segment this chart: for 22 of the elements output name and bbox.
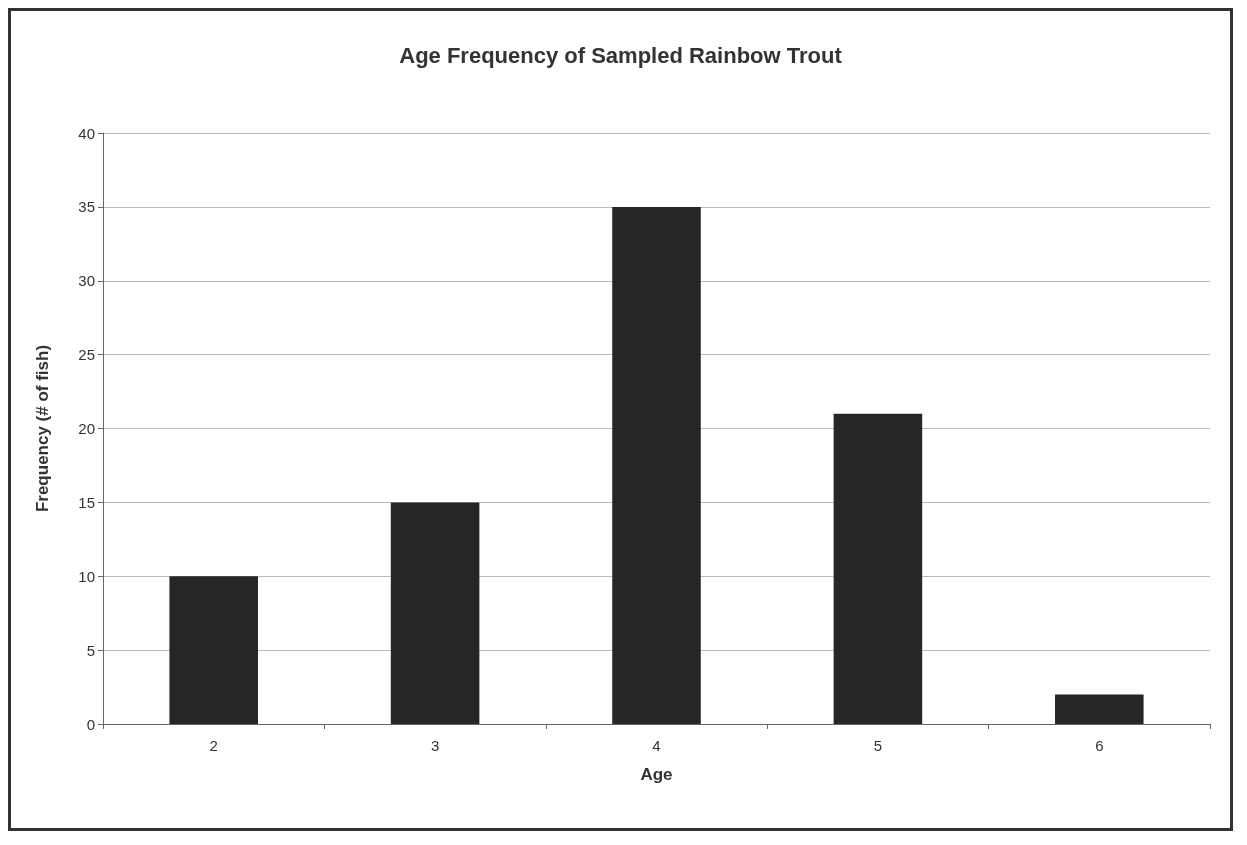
x-tick-label: 6 bbox=[1095, 737, 1104, 754]
bar bbox=[833, 413, 923, 724]
y-tick-label: 30 bbox=[78, 272, 95, 290]
x-tick-label: 3 bbox=[430, 737, 440, 754]
bar bbox=[169, 576, 258, 724]
y-tick-label: 35 bbox=[78, 198, 95, 216]
y-axis-title: Frequency (# of fish) bbox=[33, 344, 52, 513]
y-tick-label: 15 bbox=[78, 493, 95, 511]
chart-title: Age Frequency of Sampled Rainbow Trout bbox=[399, 42, 843, 68]
x-tick-label: 2 bbox=[209, 737, 218, 754]
y-tick-label: 20 bbox=[78, 420, 95, 437]
y-tick-label: 40 bbox=[78, 124, 95, 142]
y-tick-label: 25 bbox=[78, 346, 95, 364]
y-tick-label: 10 bbox=[78, 567, 95, 585]
x-tick-label: 4 bbox=[652, 737, 661, 754]
x-tick-label: 5 bbox=[873, 737, 883, 754]
bar bbox=[612, 206, 701, 724]
y-tick-label: 5 bbox=[86, 641, 95, 659]
y-tick-label: 0 bbox=[86, 715, 95, 733]
bar bbox=[1055, 694, 1144, 724]
bar bbox=[390, 502, 480, 724]
x-axis-title: Age bbox=[640, 765, 673, 784]
